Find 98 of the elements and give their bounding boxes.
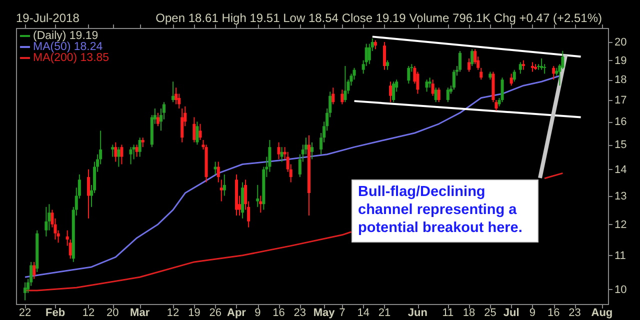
x-tick-label: 11 — [442, 307, 454, 319]
chart-subtitle: Open 18.61 High 19.51 Low 18.54 Close 19.19 Volume 796.1K Chg +0.47 (+2.51%) — [156, 11, 602, 25]
candlestick — [141, 137, 144, 148]
x-tick-label: Feb — [45, 307, 66, 319]
candlestick — [216, 161, 220, 183]
candlestick — [156, 112, 160, 127]
y-tick-label: 14 — [614, 164, 627, 176]
candlestick — [332, 87, 335, 105]
candlestick — [425, 79, 428, 92]
x-tick-label: 12 — [82, 307, 95, 319]
y-tick-label: 11 — [614, 250, 626, 262]
candlestick — [470, 48, 474, 66]
candlestick — [256, 184, 260, 208]
candlestick — [180, 108, 184, 143]
x-tick-label: 26 — [209, 307, 222, 319]
candlestick — [196, 121, 199, 146]
legend-label: (Daily) 19.19 — [33, 30, 98, 42]
candlestick — [220, 179, 223, 202]
x-tick-label: 16 — [272, 307, 285, 319]
x-tick-label: 21 — [378, 307, 391, 319]
candlestick — [111, 144, 114, 158]
candlestick — [437, 87, 440, 103]
candlestick — [552, 65, 556, 80]
y-tick-label: 20 — [614, 36, 627, 48]
candlestick — [446, 87, 450, 103]
candlestick — [407, 65, 410, 84]
candlestick — [428, 77, 432, 88]
x-tick-label: 12 — [166, 307, 180, 319]
y-tick-label: 12 — [614, 218, 627, 231]
y-tick-label: 13 — [614, 190, 627, 202]
legend-label: MA(50) 18.24 — [33, 41, 104, 53]
candlestick — [452, 69, 456, 90]
candlestick — [344, 65, 347, 103]
candlestick — [434, 87, 438, 103]
candlestick — [198, 123, 202, 140]
x-tick-label: Jul — [503, 307, 520, 319]
candlestick — [494, 100, 498, 112]
y-tick-label: 15 — [614, 139, 627, 152]
candlestick — [392, 81, 396, 103]
x-tick-label: 20 — [106, 307, 119, 319]
candlestick — [192, 116, 196, 143]
x-tick-label: 22 — [18, 307, 32, 319]
candlestick — [138, 137, 142, 158]
candlestick — [117, 146, 120, 168]
candlestick — [500, 77, 504, 103]
candlestick — [522, 60, 525, 70]
candlestick — [129, 146, 132, 165]
candlestick — [172, 81, 175, 103]
candlestick — [386, 60, 390, 70]
candlestick — [530, 62, 534, 72]
x-tick-label: Aug — [591, 307, 613, 319]
y-tick-label: 16 — [614, 116, 627, 128]
candlestick — [24, 282, 27, 301]
x-tick-label: 23 — [294, 307, 306, 319]
x-tick-label: 19 — [188, 307, 200, 319]
candlestick — [512, 69, 516, 82]
x-tick-label: 25 — [484, 307, 496, 319]
candlestick — [44, 206, 48, 237]
x-tick-label: Mar — [130, 307, 150, 319]
x-tick-label: Apr — [227, 307, 247, 319]
candlestick — [222, 174, 226, 196]
x-tick-label: 14 — [357, 307, 370, 319]
chart-title: 19-Jul-2018 — [16, 11, 80, 25]
y-tick-label: 17 — [614, 94, 627, 107]
candlestick — [480, 67, 483, 80]
candlestick — [543, 64, 546, 74]
candlestick — [114, 142, 118, 162]
x-tick-label: 16 — [548, 307, 560, 319]
candlestick — [135, 144, 138, 158]
x-tick-label: 18 — [462, 307, 476, 319]
x-tick-label: 23 — [568, 307, 581, 319]
x-tick-label: 9 — [529, 307, 536, 319]
candlestick — [310, 142, 314, 160]
x-tick-label: 9 — [254, 307, 261, 319]
candlestick — [468, 58, 471, 72]
candlestick — [458, 50, 462, 72]
y-tick-label: 10 — [614, 284, 627, 296]
candlestick — [382, 42, 386, 70]
legend-label: MA(200) 13.85 — [33, 52, 110, 64]
x-tick-label: Jun — [408, 307, 428, 319]
candlestick — [518, 62, 522, 74]
candlestick — [86, 168, 90, 219]
candlestick — [174, 87, 178, 105]
candlestick — [431, 79, 434, 96]
y-tick-label: 18 — [614, 74, 627, 86]
candlestick — [120, 144, 124, 165]
candlestick — [540, 58, 544, 70]
y-tick-label: 19 — [614, 54, 627, 67]
candlestick — [340, 89, 344, 105]
x-tick-label: May — [313, 307, 336, 319]
candlestick — [510, 73, 513, 86]
candlestick — [32, 261, 36, 280]
candlestick — [280, 146, 284, 162]
candlestick — [214, 161, 217, 175]
candlestick — [277, 142, 280, 160]
annotation: Bull-flag/Declining channel representing a potential breakout here. — [358, 184, 522, 236]
candlestick — [389, 81, 392, 103]
x-tick-label: 7 — [339, 307, 346, 319]
